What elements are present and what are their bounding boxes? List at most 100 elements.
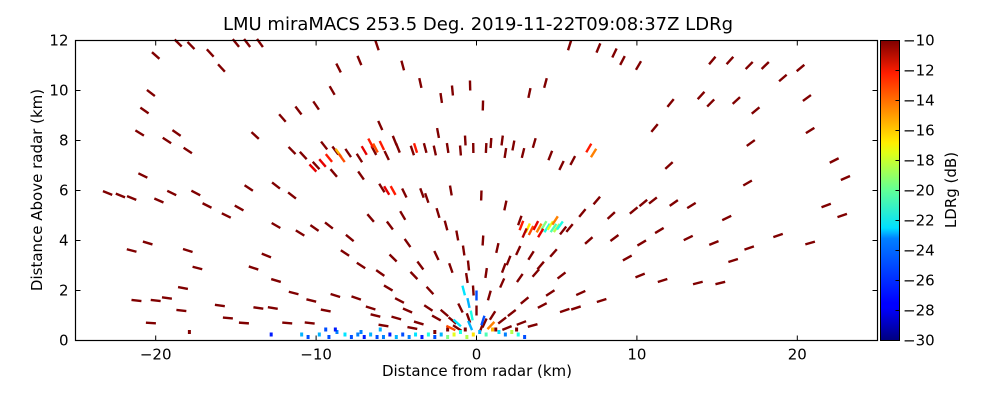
data-point [192, 265, 203, 271]
data-point [356, 261, 366, 270]
data-point [452, 324, 463, 332]
data-point [840, 174, 851, 182]
data-point [666, 98, 675, 108]
data-point [501, 324, 513, 332]
data-point [394, 297, 405, 304]
data-point [619, 55, 626, 66]
data-point [804, 240, 816, 246]
data-point [356, 332, 360, 337]
data-point [744, 245, 755, 251]
colorbar-ticks: −10 −12 −14 −16 −18 −20 −22 −24 −26 −28 −30 [895, 32, 935, 350]
data-point [205, 48, 215, 58]
data-point [375, 269, 386, 277]
data-point [471, 332, 475, 337]
x-tick-label: 0 [472, 346, 482, 364]
data-point [186, 41, 196, 50]
data-point [503, 200, 508, 211]
data-point [595, 42, 602, 54]
data-point [638, 198, 648, 208]
data-point [248, 265, 259, 271]
data-point [385, 220, 394, 231]
data-point [190, 189, 201, 197]
data-point [537, 228, 545, 238]
data-point [503, 147, 508, 159]
colorbar-tick-label: −24 [903, 242, 935, 260]
data-point [592, 195, 601, 206]
data-point [609, 234, 620, 242]
data-point [324, 327, 328, 332]
data-point [585, 143, 593, 153]
data-point [366, 213, 375, 223]
data-point [516, 332, 520, 337]
data-point [270, 277, 282, 284]
data-point [622, 254, 633, 262]
data-point [344, 148, 352, 158]
data-point [721, 214, 732, 222]
data-point [176, 308, 187, 313]
x-tick-label: −10 [300, 346, 332, 364]
data-point [469, 310, 474, 321]
data-point [515, 273, 524, 283]
data-point [402, 307, 413, 314]
data-point [611, 47, 618, 59]
data-point [269, 332, 273, 337]
data-point [443, 220, 449, 231]
data-point [527, 225, 535, 236]
data-point [821, 202, 832, 209]
data-point [802, 94, 812, 102]
colorbar-tick-label: −10 [903, 32, 935, 50]
data-point [795, 63, 806, 73]
data-point [728, 257, 739, 264]
data-point [486, 290, 492, 301]
data-point [412, 142, 419, 154]
data-point [295, 229, 305, 237]
data-point [300, 332, 304, 337]
data-point [484, 267, 489, 279]
data-point [318, 158, 327, 168]
data-point [150, 298, 161, 303]
data-point [500, 135, 504, 146]
data-point [742, 179, 753, 187]
data-point [298, 151, 308, 160]
data-point [388, 332, 392, 337]
data-point [431, 314, 442, 322]
data-point [549, 248, 558, 258]
y-tick-label: 8 [59, 132, 69, 150]
data-point [452, 332, 456, 337]
data-point [355, 153, 364, 163]
data-point [403, 238, 412, 248]
data-point [448, 185, 453, 196]
y-tick-label: 10 [49, 82, 68, 100]
data-point [489, 137, 493, 149]
data-point [556, 271, 567, 280]
data-point [400, 60, 406, 71]
data-point [523, 335, 527, 339]
data-point [420, 335, 424, 339]
data-point [425, 286, 435, 295]
data-point [570, 305, 582, 311]
data-point [484, 332, 488, 337]
data-point [282, 321, 293, 325]
data-point [202, 202, 213, 209]
data-point [374, 40, 380, 51]
data-point [370, 313, 381, 318]
colorbar-tick-label: −28 [903, 302, 935, 320]
data-point [499, 277, 506, 289]
data-point [162, 136, 172, 145]
data-point [407, 325, 418, 331]
data-point [696, 91, 706, 100]
data-point [772, 232, 784, 239]
data-point [391, 135, 398, 146]
data-point [311, 161, 321, 170]
data-point [383, 284, 394, 292]
data-point [636, 239, 647, 247]
data-point [596, 297, 607, 304]
data-point [306, 298, 317, 303]
data-point [214, 303, 225, 308]
data-point [126, 194, 137, 202]
data-point [520, 147, 526, 159]
data-point [546, 220, 554, 231]
data-point [388, 253, 398, 263]
data-point [446, 327, 450, 332]
